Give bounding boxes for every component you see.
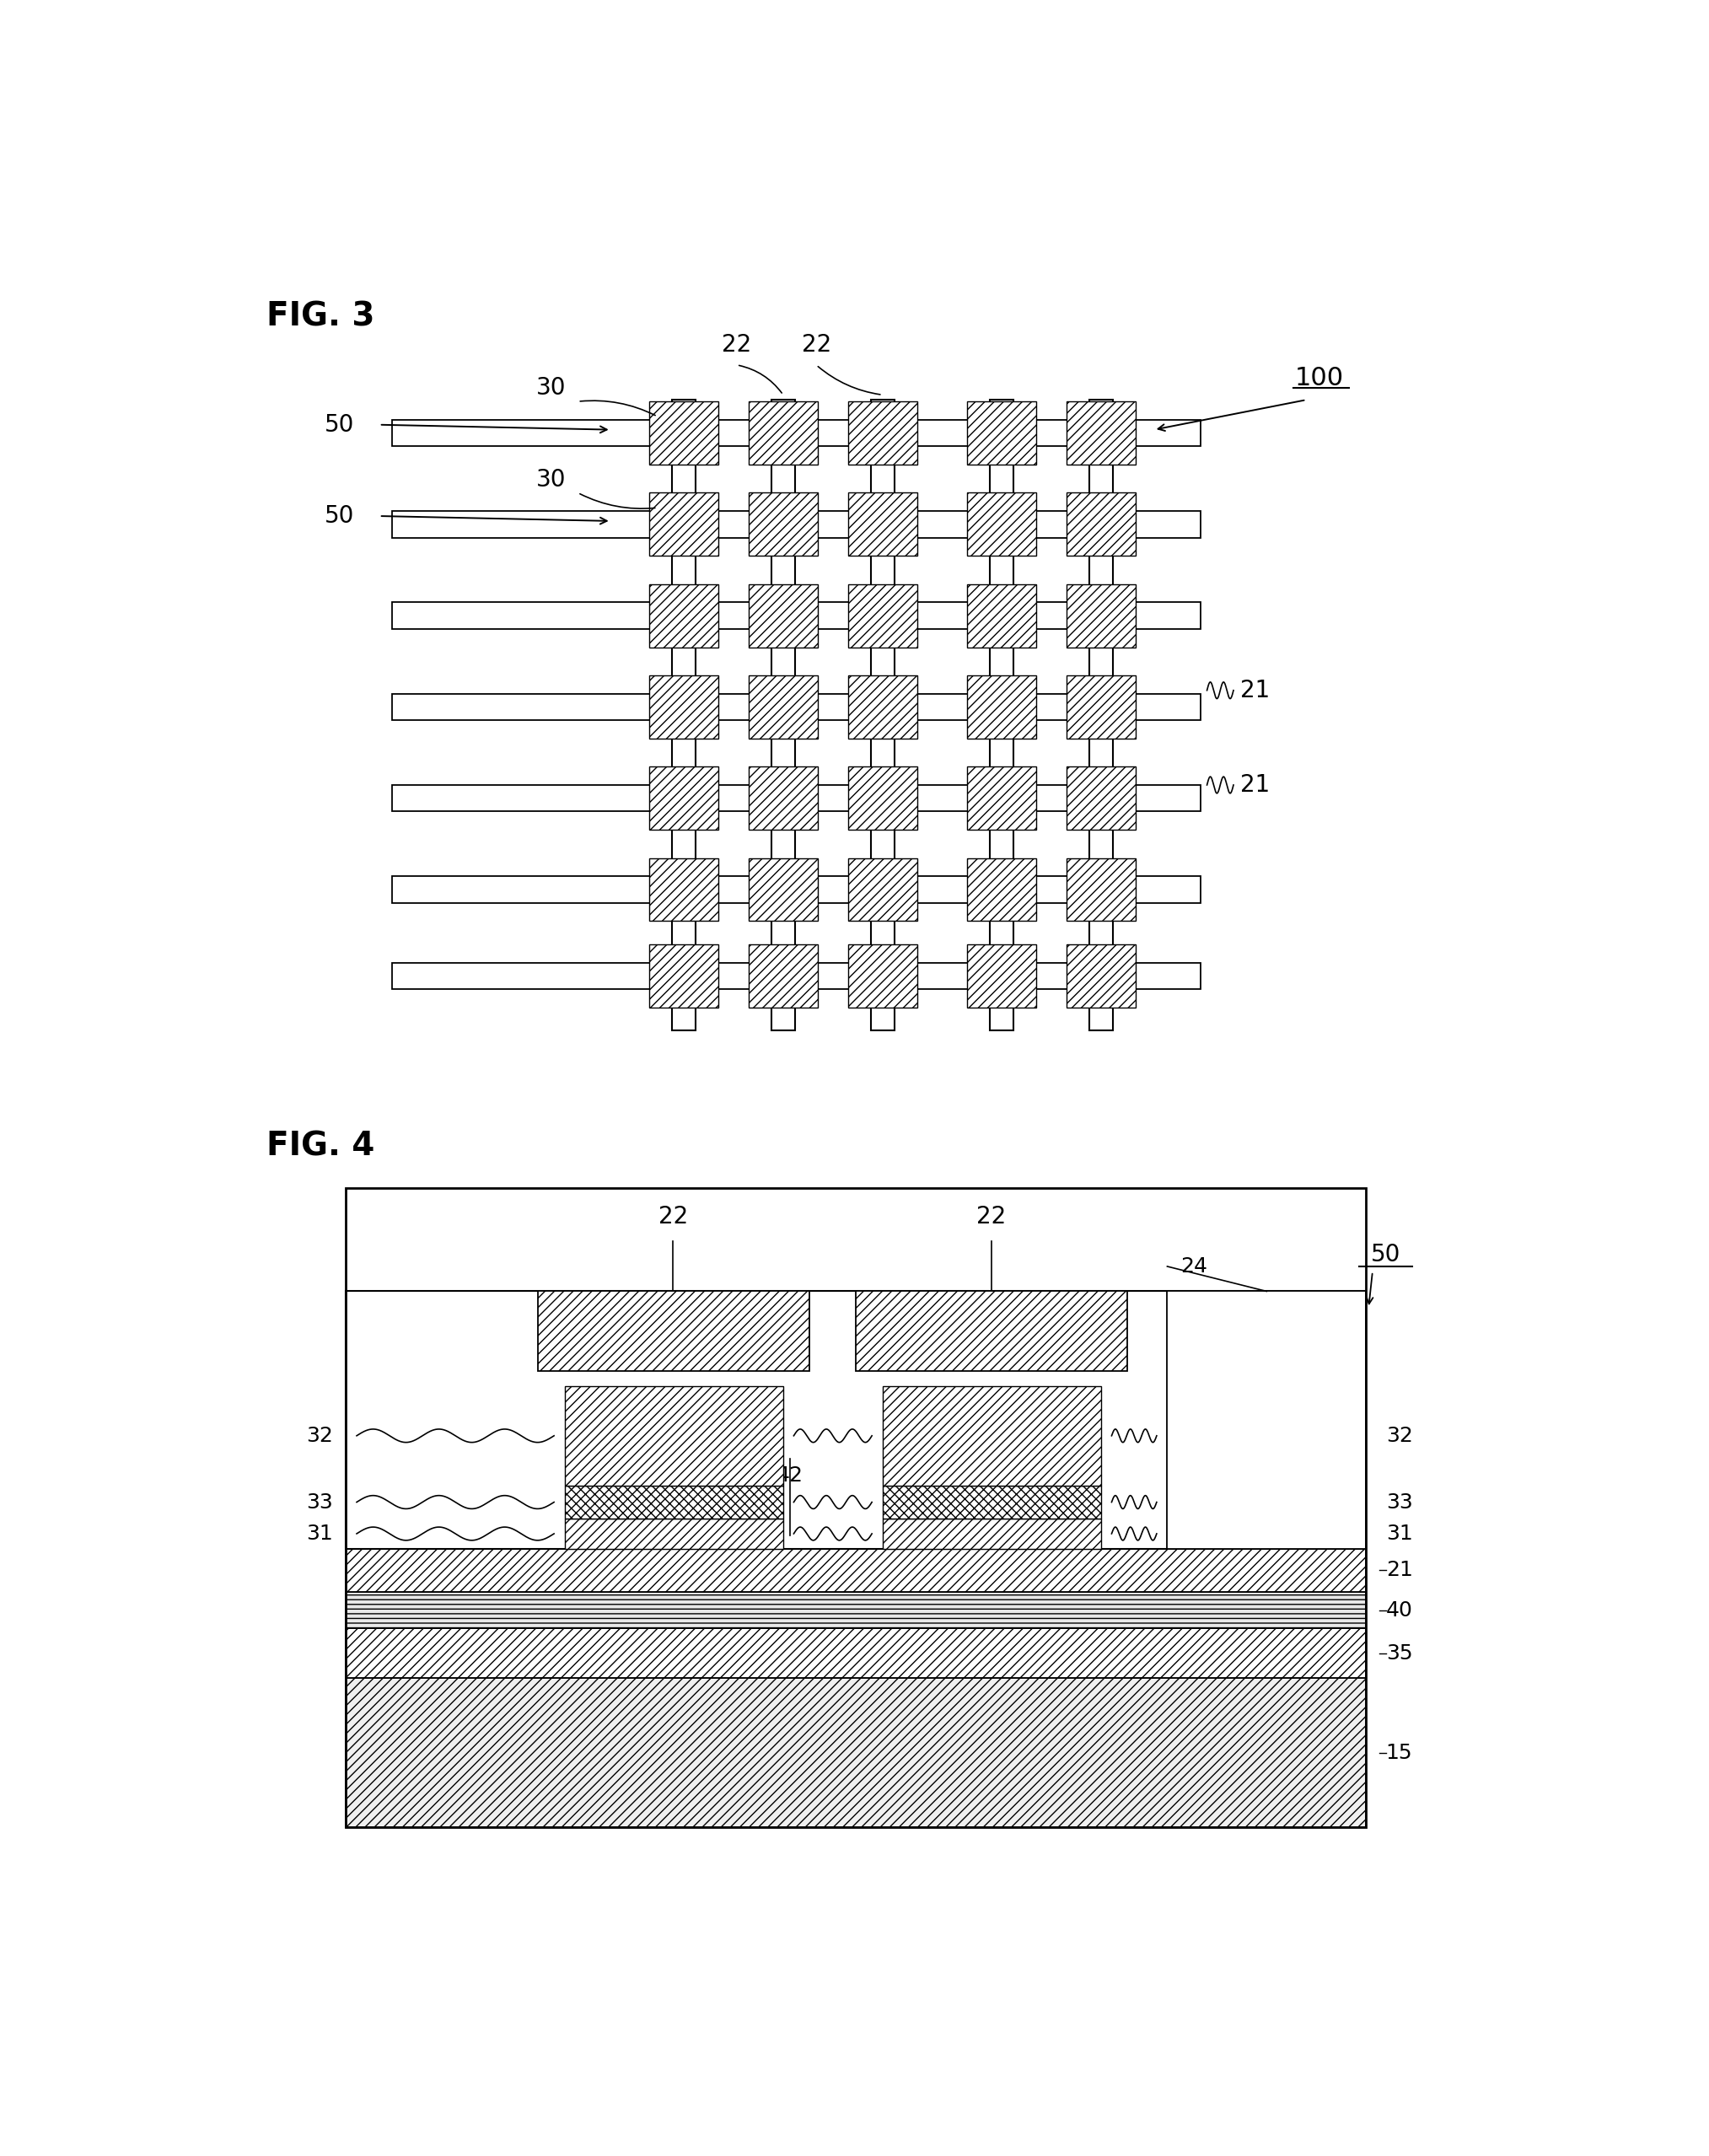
Bar — [1066, 768, 1135, 830]
Text: 22: 22 — [976, 1205, 1007, 1229]
Bar — [393, 962, 1200, 990]
Text: 21: 21 — [1241, 774, 1270, 798]
Text: 21: 21 — [1241, 679, 1270, 703]
Bar — [856, 1291, 1128, 1371]
Bar — [345, 1628, 1365, 1677]
Bar — [749, 401, 817, 464]
Bar — [345, 1677, 1365, 1828]
Bar — [848, 768, 918, 830]
Bar — [749, 494, 817, 556]
Bar — [649, 858, 718, 921]
Bar — [1066, 675, 1135, 740]
Bar — [564, 1518, 783, 1548]
Text: 22: 22 — [658, 1205, 689, 1229]
Bar — [967, 768, 1036, 830]
Bar — [393, 785, 1200, 811]
Bar — [393, 602, 1200, 630]
Text: 32: 32 — [1386, 1425, 1413, 1447]
Text: 42: 42 — [776, 1466, 803, 1485]
Bar — [967, 584, 1036, 647]
Bar — [771, 399, 795, 1031]
Bar — [1066, 401, 1135, 464]
Bar — [672, 399, 696, 1031]
Text: 15: 15 — [1386, 1742, 1412, 1764]
Bar — [848, 584, 918, 647]
Bar — [649, 675, 718, 740]
Bar — [749, 584, 817, 647]
Text: FIG. 4: FIG. 4 — [267, 1130, 374, 1162]
Text: 31: 31 — [306, 1524, 333, 1544]
Bar — [967, 944, 1036, 1007]
Bar — [345, 1291, 1365, 1548]
Text: 22: 22 — [721, 334, 752, 358]
Bar — [848, 675, 918, 740]
Text: 35: 35 — [1386, 1643, 1412, 1662]
Bar — [1066, 494, 1135, 556]
Bar — [393, 420, 1200, 446]
Bar — [870, 399, 894, 1031]
Bar — [564, 1386, 783, 1485]
Bar — [749, 944, 817, 1007]
Bar — [967, 675, 1036, 740]
Bar — [967, 401, 1036, 464]
Bar — [967, 858, 1036, 921]
Bar — [649, 584, 718, 647]
Text: 40: 40 — [1386, 1600, 1413, 1619]
Bar — [1066, 858, 1135, 921]
Bar — [649, 944, 718, 1007]
Text: 50: 50 — [1371, 1244, 1401, 1266]
Text: 30: 30 — [537, 377, 566, 401]
Bar — [848, 401, 918, 464]
Bar — [1066, 584, 1135, 647]
Text: 32: 32 — [306, 1425, 333, 1447]
Text: 30: 30 — [537, 468, 566, 492]
Bar — [538, 1291, 810, 1371]
Text: FIG. 3: FIG. 3 — [267, 300, 374, 332]
Text: 50: 50 — [325, 505, 354, 528]
Text: 33: 33 — [1386, 1492, 1413, 1511]
Text: 33: 33 — [306, 1492, 333, 1511]
Bar — [1089, 399, 1113, 1031]
Bar — [990, 399, 1013, 1031]
Bar — [345, 1548, 1365, 1591]
Bar — [393, 875, 1200, 903]
Bar — [882, 1386, 1101, 1485]
Bar — [848, 494, 918, 556]
Bar — [345, 1188, 1365, 1828]
Bar — [749, 768, 817, 830]
Text: 21: 21 — [1386, 1561, 1413, 1580]
Text: 100: 100 — [1295, 367, 1343, 390]
Bar — [882, 1485, 1101, 1518]
Bar — [967, 494, 1036, 556]
Bar — [1066, 944, 1135, 1007]
Bar — [393, 694, 1200, 720]
Bar — [848, 944, 918, 1007]
Bar — [393, 511, 1200, 537]
Bar — [564, 1485, 783, 1518]
Text: 24: 24 — [1181, 1257, 1208, 1276]
Bar — [749, 675, 817, 740]
Text: 31: 31 — [1386, 1524, 1413, 1544]
Bar — [649, 768, 718, 830]
Bar — [649, 401, 718, 464]
Bar — [649, 494, 718, 556]
Text: 22: 22 — [802, 334, 831, 358]
Bar — [345, 1591, 1365, 1628]
Bar — [749, 858, 817, 921]
Text: 50: 50 — [325, 414, 354, 436]
Bar — [848, 858, 918, 921]
Bar — [1167, 1291, 1365, 1548]
Bar — [882, 1518, 1101, 1548]
